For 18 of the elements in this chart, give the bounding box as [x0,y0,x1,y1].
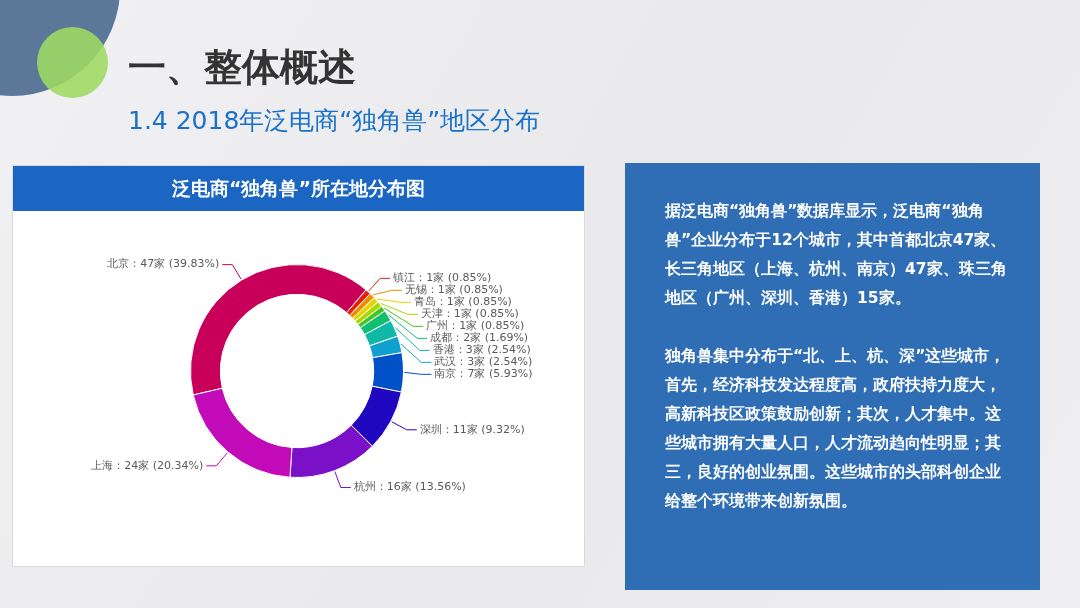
slice-label: 杭州：16家 (13.56%) [352,480,466,494]
slice-label: 南京：7家 (5.93%) [434,367,533,381]
slice-label: 深圳：11家 (9.32%) [419,422,525,436]
text: 一、整体概述 [128,44,357,90]
slice-label: 镇江：1家 (0.85%) [392,271,492,285]
chart-title: 泛电商“独角兽”所在地分布图 [13,166,584,211]
slice-label: 香港：3家 (2.54%) [432,343,531,357]
slice-label: 无锡：1家 (0.85%) [404,283,503,297]
text: 据泛电商“独角兽”数据库显示，泛电商“独角兽”企业分布于12个城市，其中首都北京47家、长三角地区（上海、杭州、南京）47家、珠三角地区（广州、深圳、香港）15家。 [665,201,1008,309]
slice-label: 广州：1家 (0.85%) [426,319,525,333]
slice-label: 上海：24家 (20.34%) [91,458,204,472]
slice-label: 青岛：1家 (0.85%) [413,295,512,309]
text: 独角兽集中分布于“北、上、杭、深”这些城市，首先，经济科技发达程度高，政府扶持力度大，高新科技区政策鼓励创新；其次，人才集中。这些城市拥有大量人口，人才流动趋向性明显；其三，良好的创业氛围。这些城市的头部科创企业给整个环境带来创新氛围。 [665,346,1007,512]
slice-label: 成都：2家 (1.69%) [430,331,529,345]
text: 1.4 2018年泛电商“独角兽”地区分布 [128,105,542,137]
slice-label: 北京：47家 (39.83%) [107,257,220,271]
slice-label: 武汉：3家 (2.54%) [434,355,533,369]
slice-label: 天津：1家 (0.85%) [420,307,519,321]
